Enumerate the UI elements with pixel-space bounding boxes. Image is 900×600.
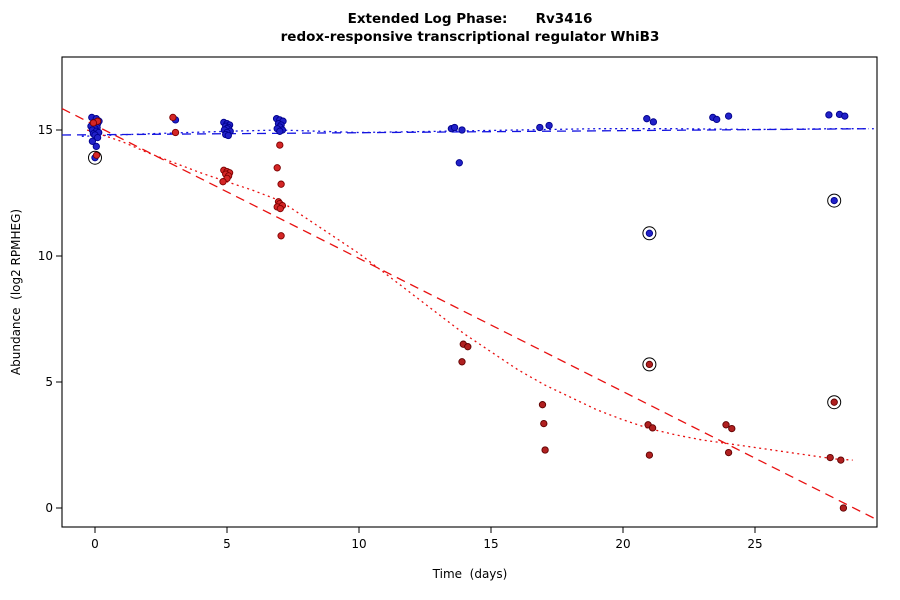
blue-points bbox=[649, 118, 658, 126]
blue-points bbox=[455, 159, 463, 167]
blue-points bbox=[643, 115, 651, 123]
outlier-ring bbox=[642, 357, 657, 372]
red-points-early bbox=[277, 232, 285, 240]
x-tick-label: 20 bbox=[615, 537, 630, 551]
blue-points bbox=[450, 123, 459, 132]
red-points-early bbox=[273, 164, 281, 172]
red-points-early bbox=[169, 113, 177, 122]
y-tick-label: 15 bbox=[38, 123, 53, 137]
red-points-early bbox=[276, 141, 284, 149]
outlier-ring bbox=[88, 150, 102, 165]
red-points-late bbox=[648, 424, 657, 432]
red-points-late bbox=[645, 451, 654, 459]
red-points-late bbox=[830, 398, 838, 406]
red-points-late bbox=[541, 446, 549, 454]
blue-dotted-fit bbox=[81, 128, 869, 137]
blue-points bbox=[825, 111, 833, 119]
blue-points bbox=[92, 142, 100, 151]
red-points-late bbox=[458, 358, 466, 366]
red-points-early bbox=[276, 204, 284, 213]
blue-points bbox=[830, 196, 838, 205]
y-tick-label: 5 bbox=[45, 375, 53, 389]
chart-title-line2: redox-responsive transcriptional regulat… bbox=[280, 29, 660, 45]
plot-box bbox=[61, 56, 878, 528]
red-points-late bbox=[826, 453, 834, 462]
outlier-ring bbox=[827, 193, 842, 208]
x-tick-label: 10 bbox=[351, 537, 366, 551]
x-axis-label: Time (days) bbox=[432, 567, 508, 581]
blue-points bbox=[724, 112, 733, 120]
red-points-late bbox=[724, 448, 733, 457]
outlier-ring bbox=[642, 226, 657, 241]
red-dashed-fit bbox=[61, 108, 875, 519]
blue-dashed-fit bbox=[61, 128, 874, 136]
red-points-late bbox=[464, 343, 472, 351]
red-points-early bbox=[89, 119, 98, 127]
x-tick-label: 5 bbox=[223, 537, 231, 551]
outlier-ring bbox=[827, 395, 842, 410]
red-points-late bbox=[645, 360, 654, 369]
red-points-early bbox=[277, 180, 285, 188]
red-points-late bbox=[728, 424, 736, 433]
red-points-early bbox=[219, 178, 227, 186]
blue-points bbox=[276, 127, 284, 135]
blue-points bbox=[88, 137, 97, 145]
red-points-late bbox=[722, 421, 730, 429]
red-points-early bbox=[171, 128, 180, 137]
y-tick-label: 10 bbox=[38, 249, 53, 263]
x-tick-label: 25 bbox=[747, 537, 762, 551]
x-tick-label: 0 bbox=[91, 537, 99, 551]
red-points-early bbox=[92, 151, 101, 159]
blue-points bbox=[458, 126, 466, 134]
chart-title-line1: Extended Log Phase: Rv3416 bbox=[347, 11, 593, 27]
red-points-late bbox=[837, 456, 845, 464]
blue-points bbox=[536, 123, 544, 132]
red-points-late bbox=[538, 401, 547, 409]
red-points-late bbox=[540, 419, 548, 428]
blue-points bbox=[224, 131, 232, 140]
red-points-late bbox=[839, 504, 848, 512]
blue-points bbox=[713, 115, 721, 124]
x-tick-label: 15 bbox=[483, 537, 498, 551]
blue-points bbox=[841, 112, 849, 120]
blue-points bbox=[545, 121, 553, 130]
blue-points bbox=[645, 229, 654, 237]
y-tick-label: 0 bbox=[45, 501, 53, 515]
blue-points bbox=[93, 133, 102, 142]
